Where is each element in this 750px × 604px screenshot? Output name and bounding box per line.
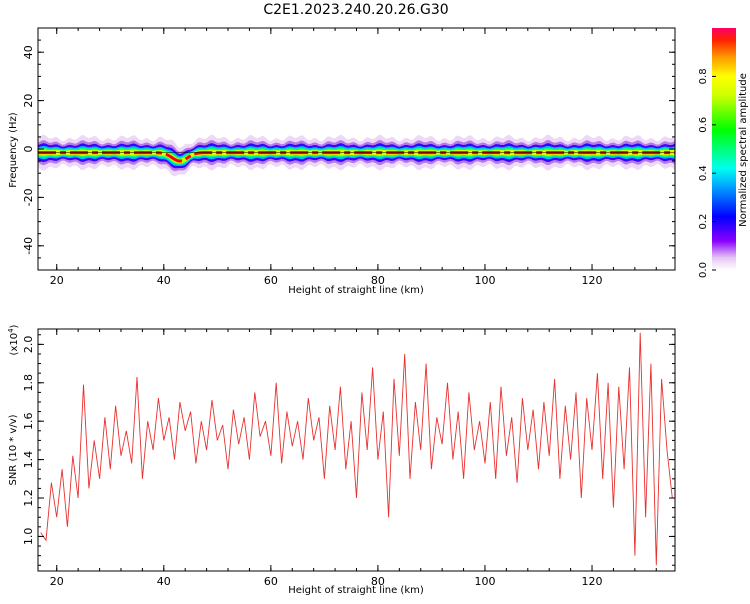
snr-y-tick-label: 1.6 xyxy=(22,412,35,430)
snr-x-tick-label: 120 xyxy=(582,575,603,588)
snr-y-tick-label: 1.8 xyxy=(22,374,35,392)
snr-panel: 20 40 60 80 100 120 1.0 1.2 1.4 1.6 1.8 2.0 Height … xyxy=(7,324,676,596)
snr-x-tick-label: 100 xyxy=(474,575,495,588)
colorbar: 0.0 0.2 0.4 0.6 0.8 Normalized spectral ampl… xyxy=(698,28,749,278)
figure-title: C2E1.2023.240.20.26.G30 xyxy=(263,2,448,18)
spectrogram-ylabel: Frequency (Hz) xyxy=(8,112,19,188)
spectrogram-y-tick-label: -20 xyxy=(22,188,35,206)
spectrogram-xlabel: Height of straight line (km) xyxy=(288,285,424,296)
snr-ticks: 20 40 60 80 100 120 1.0 1.2 1.4 1.6 1.8 2.0 xyxy=(22,329,675,588)
colorbar-tick-label: 0.6 xyxy=(698,117,709,133)
snr-y-tick-label: 2.0 xyxy=(22,336,35,354)
snr-series-line xyxy=(40,332,673,566)
snr-x-tick-label: 40 xyxy=(157,575,171,588)
snr-y-tick-label: 1.4 xyxy=(22,451,35,469)
snr-multiplier-close: ) xyxy=(9,324,20,328)
snr-y-tick-label: 1.0 xyxy=(22,528,35,546)
snr-plot-area xyxy=(38,329,675,571)
colorbar-tick-label: 0.0 xyxy=(698,262,709,278)
snr-y-tick-label: 1.2 xyxy=(22,489,35,507)
snr-xlabel: Height of straight line (km) xyxy=(288,585,424,596)
spectrogram-y-tick-label: -40 xyxy=(22,237,35,255)
spectrogram-x-tick-label: 120 xyxy=(582,274,603,287)
spectrogram-x-tick-label: 100 xyxy=(474,274,495,287)
spectrogram-x-tick-label: 60 xyxy=(264,274,278,287)
spectrogram-x-tick-label: 80 xyxy=(371,274,385,287)
colorbar-tick-label: 0.2 xyxy=(698,214,709,230)
spectrogram-y-tick-label: 0 xyxy=(22,146,35,153)
spectrogram-ticks: 20 40 60 80 100 120 -40 -20 0 20 40 xyxy=(22,27,675,287)
spectrogram-y-tick-label: 40 xyxy=(22,45,35,59)
spectrogram-x-tick-label: 20 xyxy=(50,274,64,287)
spectrogram-heatmap xyxy=(38,134,675,177)
snr-multiplier: (x104) xyxy=(7,324,20,355)
colorbar-label: Normalized spectral amplitude xyxy=(738,73,749,227)
snr-multiplier-exp: 4 xyxy=(7,328,15,333)
spectrogram-panel: 20 40 60 80 100 120 -40 -20 0 20 40 Height of stra… xyxy=(8,27,676,296)
snr-x-tick-label: 60 xyxy=(264,575,278,588)
colorbar-gradient xyxy=(712,28,736,270)
snr-ylabel: SNR (10 * v/v) xyxy=(8,414,19,485)
spectrogram-y-tick-label: 20 xyxy=(22,94,35,108)
snr-x-tick-label: 80 xyxy=(371,575,385,588)
colorbar-tick-label: 0.8 xyxy=(698,68,709,84)
snr-multiplier-base: (x10 xyxy=(9,333,20,356)
snr-x-tick-label: 20 xyxy=(50,575,64,588)
colorbar-ticks: 0.0 0.2 0.4 0.6 0.8 xyxy=(698,68,716,278)
colorbar-tick-label: 0.4 xyxy=(698,165,709,181)
spectrogram-x-tick-label: 40 xyxy=(157,274,171,287)
